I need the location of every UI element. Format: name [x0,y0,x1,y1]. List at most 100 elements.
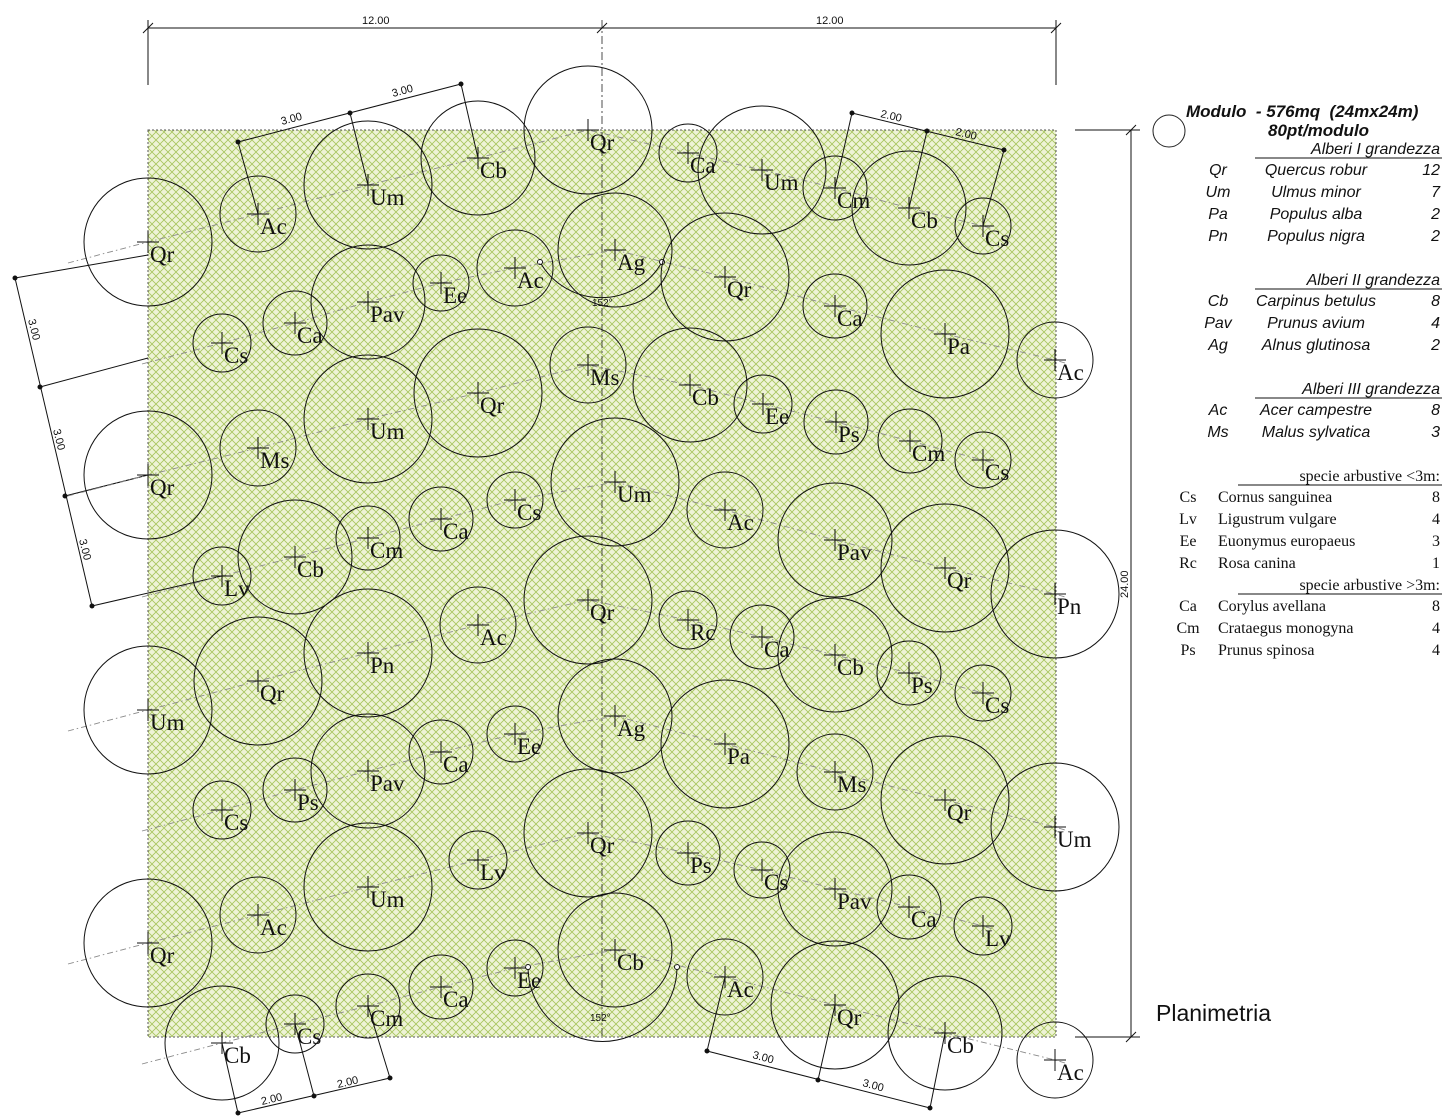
tree-canopy-circle [777,831,893,947]
tree-qr: Qr [880,735,1010,865]
tree-canopy-circle [192,780,252,840]
tree-label: Um [150,710,185,735]
tree-canopy-circle [777,482,893,598]
legend-count: 8 [1431,293,1440,310]
tree-cb: Cb [887,975,1003,1091]
tree-canopy-circle [303,354,433,484]
tree-label: Cb [837,655,864,680]
tree-label: Ag [617,716,646,741]
tree-canopy-circle [523,768,653,898]
tree-ee: Ee [733,374,793,434]
top-right-spacing [834,110,1007,227]
planting-row-line [141,249,1066,365]
tree-canopy-circle [733,374,793,434]
tree-canopy-circle [877,408,943,474]
tree-lv: Lv [953,896,1013,956]
tree-qr: Qr [880,503,1010,633]
tree-canopy-circle [658,123,718,183]
tree-label: Ca [764,637,790,662]
legend-code: Ca [1179,598,1197,615]
planting-row-line [141,715,1066,832]
tree-ms: Ms [796,733,874,811]
tree-cb: Cb [237,499,353,615]
tree-lv: Lv [448,830,508,890]
tree-canopy-circle [412,254,470,312]
tree-label: Ca [443,987,469,1012]
tree-pn: Pn [303,588,433,718]
tree-ca: Ca [876,874,942,940]
tree-canopy-circle [83,878,213,1008]
tree-cs: Cs [265,994,325,1054]
tree-qr: Qr [413,328,543,458]
tree-ac: Ac [439,586,517,664]
tree-canopy-circle [303,822,433,952]
tree-ms: Ms [549,326,627,404]
tree-cs: Cs [192,313,252,373]
tree-pav: Pav [777,482,893,598]
tree-canopy-circle [448,830,508,890]
tree-ac: Ac [476,229,554,307]
tree-label: Lv [480,860,506,885]
tree-label: Ms [260,448,289,473]
tree-canopy-circle [164,985,280,1101]
tree-canopy-circle [557,192,673,308]
tree-canopy-circle [550,417,680,547]
legend-symbol-circle [1152,114,1186,148]
legend-group-title: Alberi III grandezza [1301,381,1440,398]
tree-canopy-circle [408,954,474,1020]
tree-label: Ps [690,853,712,878]
tree-um: Um [303,822,433,952]
tree-label: Ag [617,250,646,275]
tree-canopy-circle [83,645,213,775]
tree-ee: Ee [486,705,544,763]
legend-code: Ag [1207,337,1228,354]
tree-ca: Ca [729,604,795,670]
dim-bottom-left-1: 2.00 [260,1091,284,1108]
tree-label: Ee [517,734,541,759]
planting-row-line [67,364,994,497]
tree-cs: Cs [954,664,1012,722]
tree-canopy-circle [733,841,791,899]
tree-qr: Qr [660,212,790,342]
tree-canopy-circle [876,874,942,940]
tree-canopy-circle [486,471,544,529]
tree-canopy-circle [954,197,1012,255]
tree-ac: Ac [686,471,764,549]
legend-code: Pav [1204,315,1233,332]
dim-bottom-left-2: 2.00 [336,1074,360,1091]
tree-cb: Cb [777,597,893,713]
tree-um: Um [550,417,680,547]
tree-lv: Lv [192,546,252,606]
dim-left-3: 3.00 [76,538,93,562]
tree-qr: Qr [523,535,653,665]
tree-canopy-circle [486,705,544,763]
dim-left-2: 3.00 [50,428,67,452]
tree-canopy-circle [770,940,900,1070]
tree-um: Um [303,120,433,250]
legend-species-name: Quercus robur [1265,162,1368,179]
tree-label: Ca [443,752,469,777]
tree-canopy-circle [803,389,869,455]
dim-top-left-2: 3.00 [391,83,415,100]
tree-ca: Ca [408,486,474,552]
tree-canopy-circle [335,505,401,571]
tree-qr: Qr [193,616,323,746]
tree-rc: Rc [658,590,718,650]
tree-label: Um [370,419,405,444]
tree-label: Pn [1057,594,1082,619]
tree-canopy-circle [658,590,718,650]
tree-qr: Qr [770,940,900,1070]
legend-species-name: Corylus avellana [1218,598,1326,615]
tree-pav: Pav [310,244,426,360]
tree-label: Ca [837,306,863,331]
tree-canopy-circle [557,658,673,774]
legend-count: 12 [1422,162,1440,179]
tree-canopy-circle [802,273,868,339]
tree-ag: Ag [557,658,673,774]
tree-label: Ca [690,153,716,178]
tree-label: Cb [480,158,507,183]
tree-cs: Cs [486,471,544,529]
legend-species-name: Cornus sanguinea [1218,489,1332,506]
tree-label: Cs [224,810,248,835]
